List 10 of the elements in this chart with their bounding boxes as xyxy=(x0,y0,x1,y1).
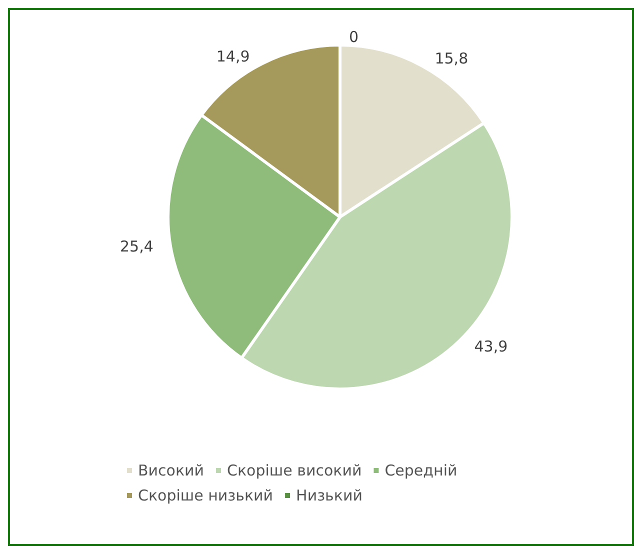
legend-label: Скоріше високий xyxy=(227,462,362,480)
legend-label: Низький xyxy=(296,486,362,504)
legend-label: Скоріше низький xyxy=(138,486,274,504)
legend-label: Високий xyxy=(138,462,204,480)
data-label: 25,4 xyxy=(120,237,154,256)
data-label: 14,9 xyxy=(216,47,250,66)
legend-label: Середній xyxy=(384,462,458,480)
data-label: 43,9 xyxy=(474,337,508,356)
text: 0 xyxy=(349,28,359,46)
data-label: 15,8 xyxy=(434,50,468,68)
